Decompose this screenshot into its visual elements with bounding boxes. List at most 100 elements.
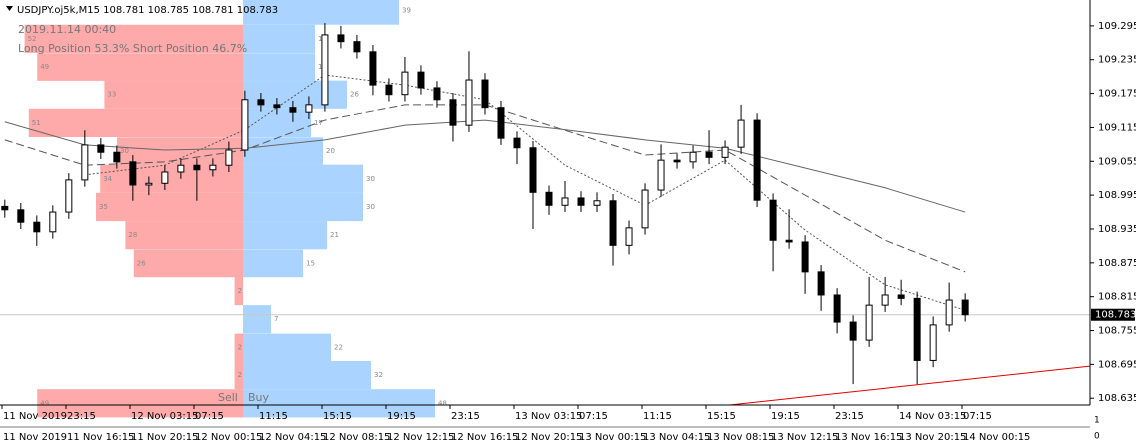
buy-bar (243, 53, 315, 81)
candle-body (593, 200, 601, 206)
sell-value: 52 (28, 35, 37, 43)
candle-body (753, 119, 761, 201)
candle-body (449, 99, 457, 126)
candle-body (561, 197, 569, 206)
buy-bar (243, 164, 363, 193)
x-tick-label: 13 Nov 00:15 (579, 432, 646, 443)
sell-value: 2 (238, 343, 242, 351)
candle-body (897, 294, 905, 299)
x-tick-label: 15:15 (707, 411, 736, 422)
moving-average (84, 74, 966, 311)
candle-body (657, 159, 665, 191)
sell-label: Sell (218, 391, 238, 404)
buy-value: 32 (374, 371, 383, 379)
buy-value: 30 (366, 175, 375, 183)
candle-body (241, 99, 249, 151)
candle-body (257, 99, 265, 106)
sell-bar (125, 221, 243, 250)
sell-bar (234, 360, 243, 390)
x-tick-label: 11:15 (643, 411, 672, 422)
candle-body (465, 79, 473, 126)
sell-value: 28 (128, 231, 137, 239)
annotation: Long Position 53.3% Short Position 46.7% (18, 42, 247, 55)
candle-body (961, 299, 969, 316)
y-tick-label: 109.295 (1098, 21, 1136, 32)
x-tick-label: 12 Nov 08:15 (323, 432, 390, 443)
axes: 109.295 109.235 109.175 109.115 109.055 108.9… (0, 21, 1136, 443)
chart-title: USDJPY.oj5k,M15 108.781 108.785 108.781 … (17, 5, 278, 16)
buy-value: 21 (330, 231, 339, 239)
x-tick-label: 07:15 (579, 411, 608, 422)
candle-body (849, 321, 857, 341)
sell-bar (234, 276, 243, 306)
y-tick-label: 109.115 (1098, 122, 1136, 133)
sell-value: 26 (137, 259, 146, 267)
sell-value: 30 (120, 147, 129, 155)
x-tick-label: 11 Nov 16:15 (67, 432, 134, 443)
candle-body (289, 107, 297, 113)
candle-body (273, 104, 281, 109)
sell-value: 34 (103, 175, 112, 183)
candle-body (33, 221, 41, 233)
candle-body (689, 151, 697, 163)
sell-bar (37, 389, 244, 418)
sell-bar (100, 164, 243, 193)
buy-value: 15 (306, 259, 315, 267)
candle-body (369, 51, 377, 86)
candle-body (305, 104, 313, 113)
candle-body (417, 71, 425, 89)
x-tick-label: 12 Nov 20:15 (515, 432, 582, 443)
buy-bar (243, 333, 331, 362)
x-tick-label: 23:15 (451, 411, 480, 422)
x-tick-label: 13 Nov 08:15 (707, 432, 774, 443)
candle-body (929, 324, 937, 361)
menu-icon[interactable] (6, 6, 13, 11)
candle-body (209, 164, 217, 171)
y-tick-label: 108.695 (1098, 359, 1136, 370)
candle-body (177, 164, 185, 173)
candle-body (769, 199, 777, 241)
candle-body (145, 182, 153, 186)
candle-body (385, 84, 393, 96)
x-tick-label: 12 Nov 12:15 (387, 432, 454, 443)
plot (1, 23, 1091, 406)
corner-label: 0 (1094, 432, 1100, 442)
sell-bar (234, 333, 243, 362)
trendline (729, 365, 1091, 406)
candle-body (97, 144, 105, 153)
sell-value: 49 (40, 63, 49, 71)
buy-bar (243, 0, 399, 25)
candle-body (577, 197, 585, 206)
x-tick-label: 11 Nov 2019 (3, 432, 67, 443)
candle-body (353, 41, 361, 53)
x-tick-label: 23:15 (67, 411, 96, 422)
candle-body (113, 151, 121, 163)
candle-body (1, 205, 9, 211)
y-tick-label: 109.235 (1098, 55, 1136, 66)
candle-body (641, 189, 649, 229)
sell-value: 2 (238, 287, 242, 295)
sell-bar (104, 80, 244, 109)
candle-body (433, 87, 441, 101)
candle-body (673, 159, 681, 163)
y-tick-label: 108.815 (1098, 292, 1136, 303)
corner-label: 1 (1094, 416, 1100, 426)
price-box (1091, 308, 1135, 321)
sell-value: 51 (32, 119, 41, 127)
sell-bar (133, 249, 243, 278)
candle-body (833, 294, 841, 323)
candle-body (881, 294, 889, 306)
candle-body (737, 119, 745, 148)
sell-bar (96, 192, 243, 222)
candle-body (609, 200, 617, 246)
candle-body (721, 146, 729, 158)
x-tick-label: 19:15 (387, 411, 416, 422)
candle-body (481, 79, 489, 109)
buy-value: 7 (274, 315, 278, 323)
candle-body (513, 137, 521, 149)
x-tick-label: 07:15 (195, 411, 224, 422)
candle-body (497, 107, 505, 139)
candle-body (65, 179, 73, 213)
